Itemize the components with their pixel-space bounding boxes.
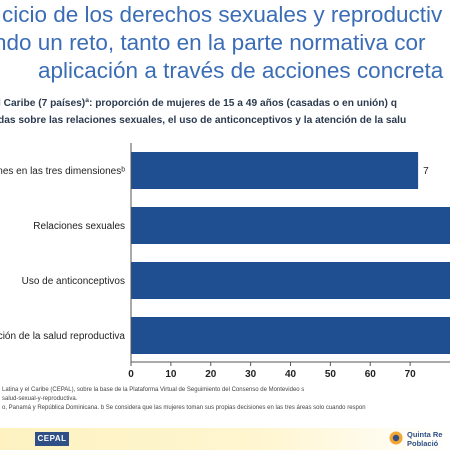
footnote-source: Latina y el Caribe (CEPAL), sobre la bas…	[2, 387, 305, 393]
bar-3	[131, 317, 450, 354]
bar-1	[131, 207, 450, 244]
footer-band	[0, 428, 450, 450]
x-tick-label-1: 10	[165, 369, 177, 380]
category-label-0: ones en las tres dimensionesᵇ	[0, 166, 125, 177]
subtitle-line-1: l Caribe (7 países)ª: proporción de muje…	[0, 98, 397, 109]
x-tick-label-0: 0	[128, 369, 134, 380]
title-line-2: ndo un reto, tanto en la parte normativa…	[0, 30, 426, 55]
chart-subtitle: l Caribe (7 países)ª: proporción de muje…	[0, 97, 450, 133]
title-line-3: aplicación a través de acciones concreta	[38, 58, 444, 83]
category-label-2: Uso de anticonceptivos	[22, 276, 125, 287]
x-tick-label-3: 30	[245, 369, 257, 380]
x-tick-label-5: 50	[325, 369, 337, 380]
footnote-source-cont: salud-sexual-y-reproductiva.	[2, 396, 78, 402]
bar-0	[131, 152, 419, 189]
title-line-1: cicio de los derechos sexuales y reprodu…	[2, 2, 443, 27]
bar-2	[131, 262, 450, 299]
x-tick-label-2: 20	[205, 369, 217, 380]
slide-title: cicio de los derechos sexuales y reprodu…	[0, 2, 450, 92]
logo-text-line-1: Quinta Re	[407, 430, 443, 439]
category-label-1: Relaciones sexuales	[33, 221, 125, 232]
x-tick-label-4: 40	[285, 369, 297, 380]
x-tick-label-7: 70	[405, 369, 417, 380]
conference-logo-icon	[389, 431, 403, 445]
x-tick-label-6: 60	[365, 369, 377, 380]
subtitle-line-2: das sobre las relaciones sexuales, el us…	[0, 115, 407, 126]
logo-text-line-2: Població	[407, 439, 439, 448]
bar-chart: ones en las tres dimensionesᵇ 7 Relaciones…	[0, 143, 450, 380]
data-label-0: 7	[423, 166, 429, 177]
category-label-3: ción de la salud reproductiva	[0, 331, 125, 342]
cepal-logo: CEPAL	[35, 432, 69, 446]
footnotes: Latina y el Caribe (CEPAL), sobre la bas…	[0, 386, 450, 426]
footnote-countries: o, Panamá y República Dominicana. b Se c…	[2, 405, 366, 411]
conference-logo-text: Quinta Re Població	[407, 430, 442, 448]
